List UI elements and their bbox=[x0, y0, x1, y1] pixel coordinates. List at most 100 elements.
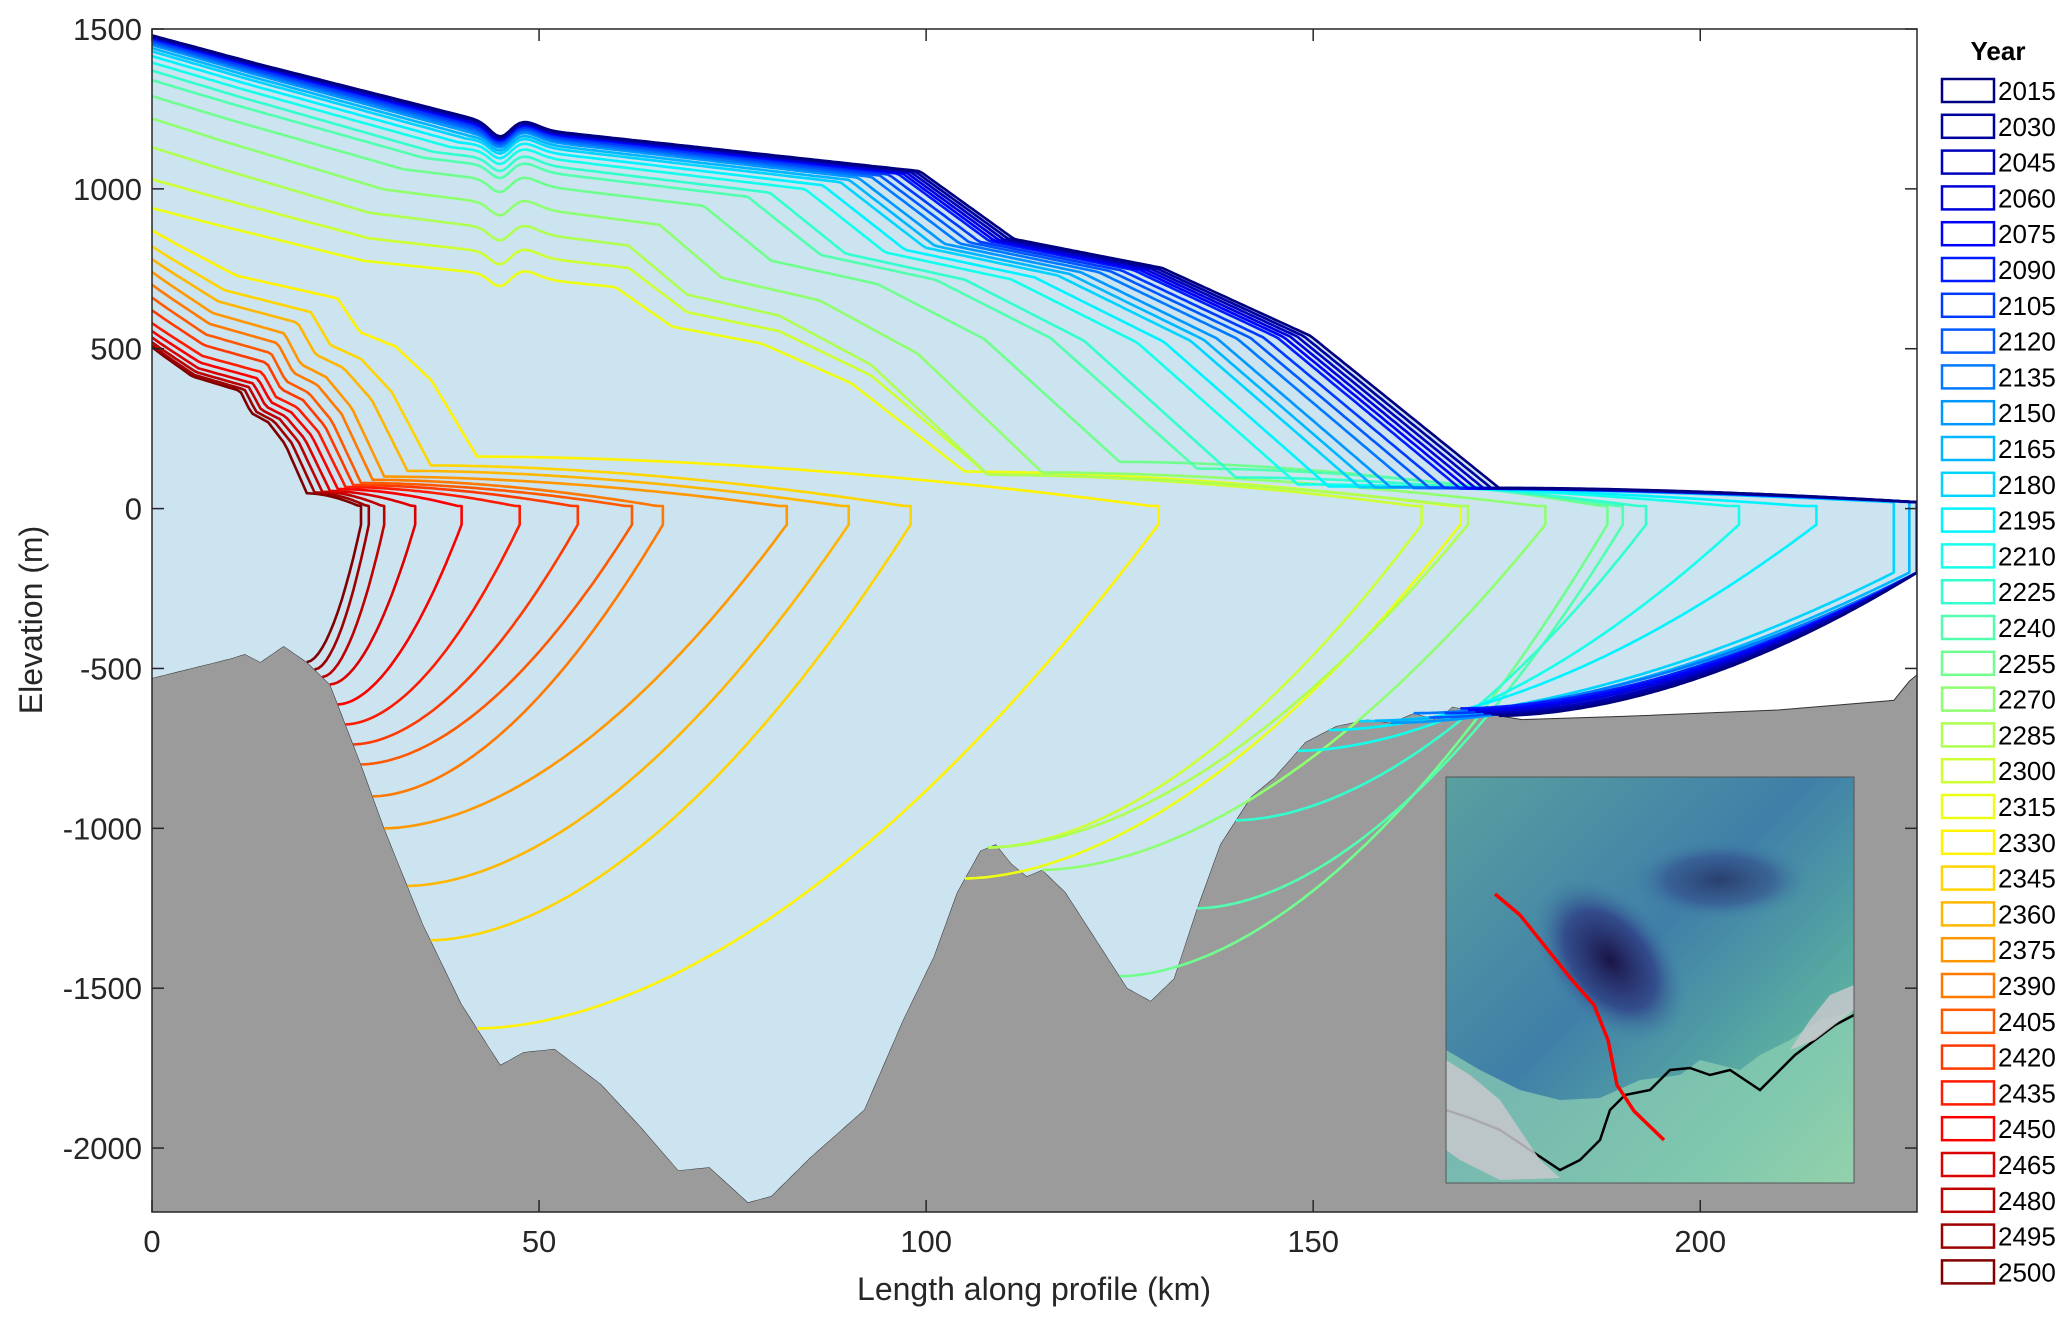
legend-item-2345: 2345 bbox=[1940, 864, 2056, 894]
legend-label: 2150 bbox=[1998, 398, 2056, 428]
legend-item-2300: 2300 bbox=[1940, 756, 2056, 786]
y-axis-label: Elevation (m) bbox=[13, 526, 49, 715]
y-tick-label: 500 bbox=[90, 332, 142, 367]
legend-label: 2135 bbox=[1998, 362, 2056, 392]
legend-item-2450: 2450 bbox=[1940, 1114, 2056, 1144]
legend-swatch bbox=[1940, 149, 1996, 175]
legend-label: 2195 bbox=[1998, 506, 2056, 536]
legend-item-2015: 2015 bbox=[1940, 76, 2056, 106]
legend-swatch bbox=[1940, 901, 1996, 927]
legend-item-2405: 2405 bbox=[1940, 1007, 2056, 1037]
legend-item-2225: 2225 bbox=[1940, 577, 2056, 607]
legend-label: 2465 bbox=[1998, 1150, 2056, 1180]
legend-swatch bbox=[1940, 614, 1996, 641]
legend-label: 2450 bbox=[1998, 1114, 2056, 1144]
profile-line-2405 bbox=[152, 296, 634, 766]
profile-line-2435 bbox=[152, 322, 521, 726]
legend-label: 2480 bbox=[1998, 1186, 2056, 1216]
x-tick-label: 0 bbox=[143, 1224, 160, 1259]
legend-item-2030: 2030 bbox=[1940, 112, 2056, 142]
legend-swatch bbox=[1940, 1080, 1996, 1106]
legend-label: 2225 bbox=[1998, 577, 2056, 607]
legend-item-2465: 2465 bbox=[1940, 1150, 2056, 1180]
legend-item-2060: 2060 bbox=[1940, 183, 2056, 213]
legend-label: 2090 bbox=[1998, 255, 2056, 285]
legend-item-2435: 2435 bbox=[1940, 1078, 2056, 1108]
legend-item-2240: 2240 bbox=[1940, 613, 2056, 643]
legend-label: 2500 bbox=[1998, 1257, 2056, 1287]
profile-line-2330 bbox=[152, 229, 1160, 1030]
legend-swatch bbox=[1940, 292, 1996, 319]
legend-item-2270: 2270 bbox=[1940, 685, 2056, 715]
y-tick-label: -1500 bbox=[63, 971, 142, 1006]
legend-swatch bbox=[1940, 399, 1996, 426]
legend-swatch bbox=[1940, 793, 1996, 820]
legend-item-2045: 2045 bbox=[1940, 148, 2056, 178]
legend-swatch bbox=[1940, 722, 1996, 748]
profile-line-2375 bbox=[152, 270, 789, 830]
profile-line-2360 bbox=[152, 258, 850, 888]
legend-item-2150: 2150 bbox=[1940, 398, 2056, 428]
legend-item-2375: 2375 bbox=[1940, 935, 2056, 965]
legend-item-2495: 2495 bbox=[1940, 1222, 2056, 1252]
inset-coastline bbox=[1445, 1013, 1855, 1172]
profile-line-2225 bbox=[152, 69, 1648, 822]
legend-label: 2270 bbox=[1998, 685, 2056, 715]
legend-swatch bbox=[1940, 1187, 1996, 1214]
legend-item-2165: 2165 bbox=[1940, 434, 2056, 464]
legend-swatch bbox=[1940, 220, 1996, 247]
inset-map bbox=[1445, 776, 1855, 1184]
legend-swatch bbox=[1940, 507, 1996, 533]
legend-swatch bbox=[1940, 256, 1996, 283]
legend-swatch bbox=[1940, 185, 1996, 211]
legend-swatch bbox=[1940, 686, 1996, 712]
profile-line-2480 bbox=[152, 341, 386, 679]
legend-swatch bbox=[1940, 1151, 1996, 1178]
profile-line-2390 bbox=[152, 283, 665, 798]
legend-swatch bbox=[1940, 113, 1996, 140]
legend-swatch bbox=[1940, 829, 1996, 856]
legend-item-2120: 2120 bbox=[1940, 327, 2056, 357]
legend-item-2420: 2420 bbox=[1940, 1043, 2056, 1073]
legend-label: 2390 bbox=[1998, 971, 2056, 1001]
legend-item-2315: 2315 bbox=[1940, 792, 2056, 822]
y-tick-label: 0 bbox=[125, 492, 142, 527]
x-tick-label: 100 bbox=[900, 1224, 952, 1259]
legend-item-2180: 2180 bbox=[1940, 470, 2056, 500]
legend-label: 2375 bbox=[1998, 935, 2056, 965]
axes-box bbox=[151, 28, 1918, 1213]
inset-flowline bbox=[1493, 892, 1666, 1142]
legend-swatch bbox=[1940, 1044, 1996, 1070]
legend-swatch bbox=[1940, 1223, 1996, 1249]
legend-swatch bbox=[1940, 77, 1996, 104]
legend-item-2330: 2330 bbox=[1940, 828, 2056, 858]
legend-label: 2345 bbox=[1998, 864, 2056, 894]
legend-label: 2330 bbox=[1998, 828, 2056, 858]
profile-line-2285 bbox=[152, 146, 1470, 849]
x-tick-label: 200 bbox=[1674, 1224, 1726, 1259]
profile-line-2165 bbox=[152, 46, 1911, 722]
legend-label: 2060 bbox=[1998, 183, 2056, 213]
legend-item-2105: 2105 bbox=[1940, 291, 2056, 321]
legend-swatch bbox=[1940, 435, 1996, 462]
legend-swatch bbox=[1940, 1008, 1996, 1035]
legend-label: 2285 bbox=[1998, 720, 2056, 750]
legend-label: 2420 bbox=[1998, 1043, 2056, 1073]
profile-line-2195 bbox=[152, 54, 1818, 732]
legend-item-2075: 2075 bbox=[1940, 219, 2056, 249]
y-tick-label: -1000 bbox=[63, 811, 142, 846]
legend-swatch bbox=[1940, 471, 1996, 498]
legend-item-2195: 2195 bbox=[1940, 506, 2056, 536]
legend-swatch bbox=[1940, 936, 1996, 963]
legend-label: 2210 bbox=[1998, 541, 2056, 571]
legend-swatch bbox=[1940, 1115, 1996, 1142]
legend-label: 2105 bbox=[1998, 291, 2056, 321]
legend-item-2390: 2390 bbox=[1940, 971, 2056, 1001]
legend-item-2500: 2500 bbox=[1940, 1257, 2056, 1287]
inset-rock-outcrops bbox=[1446, 985, 1854, 1180]
legend-swatch bbox=[1940, 543, 1996, 569]
legend-title: Year bbox=[1971, 36, 2026, 66]
inset-land bbox=[1446, 1012, 1854, 1183]
legend-label: 2495 bbox=[1998, 1222, 2056, 1252]
